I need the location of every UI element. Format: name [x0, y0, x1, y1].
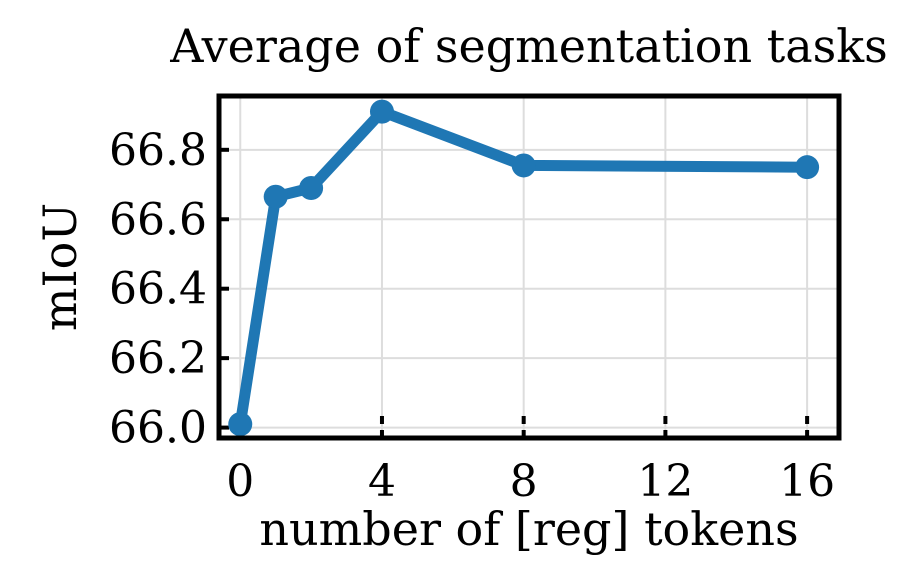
plot-frame	[216, 93, 842, 441]
y-axis-label: mIoU	[33, 203, 87, 331]
y-tick-label: 66.8	[109, 125, 207, 176]
y-tick-label: 66.0	[109, 403, 207, 454]
y-tick-label: 66.2	[109, 333, 207, 384]
data-point	[795, 155, 820, 180]
grid	[219, 96, 839, 438]
data-point	[369, 99, 394, 124]
y-tick-label: 66.6	[109, 194, 207, 245]
x-tick-label: 8	[510, 456, 538, 507]
x-axis-label: number of [reg] tokens	[259, 502, 798, 556]
x-tick-label: 0	[226, 456, 254, 507]
chart-title: Average of segmentation tasks	[169, 19, 887, 73]
y-tick-label: 66.4	[109, 264, 207, 315]
series-line	[234, 106, 813, 430]
data-point	[511, 153, 536, 178]
data-point	[299, 176, 324, 201]
y-tick-labels: 66.0 66.2 66.4 66.6 66.8	[109, 125, 207, 454]
x-tick-labels: 0 4 8 12 16	[226, 456, 835, 507]
series-layer	[228, 99, 820, 437]
data-point	[263, 184, 288, 209]
x-tick-label: 4	[368, 456, 396, 507]
data-point	[228, 412, 253, 437]
x-tick-label: 16	[779, 456, 835, 507]
x-tick-label: 12	[637, 456, 693, 507]
